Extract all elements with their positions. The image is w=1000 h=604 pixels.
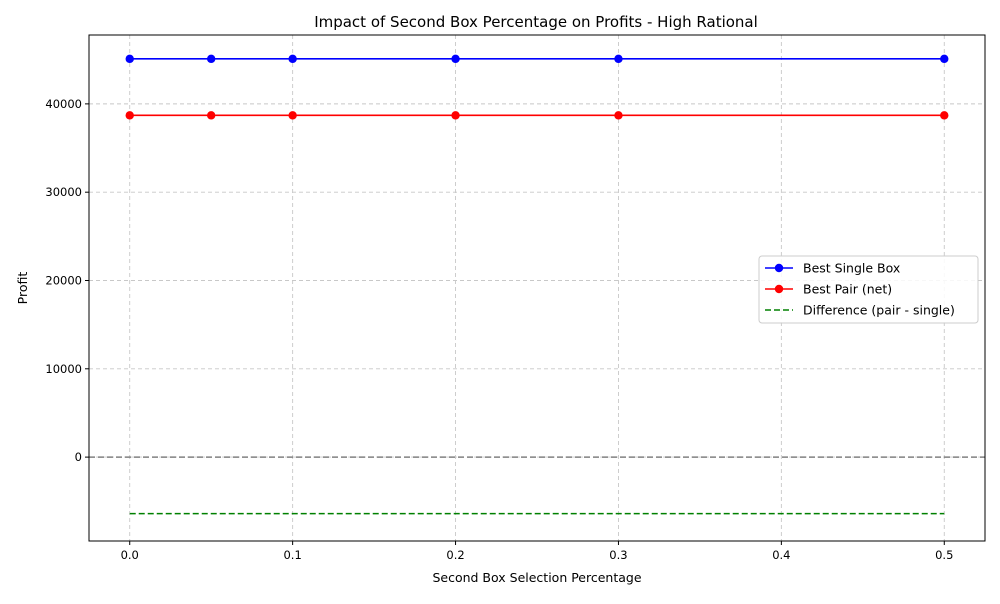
data-point [288, 54, 297, 64]
x-tick-label: 0.1 [283, 548, 301, 562]
legend-swatch-marker [774, 263, 784, 273]
y-tick-label: 40000 [45, 97, 82, 111]
data-point [125, 111, 134, 120]
legend-swatch-marker [774, 284, 784, 294]
y-tick-label: 10000 [45, 362, 82, 376]
data-point [940, 54, 949, 64]
series-1 [125, 54, 949, 64]
legend-box [758, 255, 979, 324]
data-point [125, 54, 134, 64]
x-axis: 0.0 0.1 0.2 0.3 0.4 0.5 [121, 541, 953, 562]
plot-area-frame [88, 34, 986, 542]
legend-item: Best Pair (net) [765, 282, 892, 297]
y-tick-label: 0 [75, 450, 82, 464]
legend-label: Difference (pair - single) [803, 303, 955, 318]
data-point [940, 111, 949, 120]
y-axis-label: Profit [15, 272, 30, 305]
x-tick-label: 0.2 [446, 548, 464, 562]
y-axis: 0 10000 20000 30000 40000 [45, 97, 89, 464]
legend-item: Difference (pair - single) [765, 303, 955, 318]
x-tick-label: 0.3 [609, 548, 627, 562]
x-tick-label: 0.5 [935, 548, 953, 562]
legend-item: Best Single Box [765, 261, 900, 276]
legend-label: Best Single Box [803, 261, 900, 276]
data-point [614, 54, 623, 64]
data-point [288, 111, 297, 120]
x-axis-label: Second Box Selection Percentage [432, 570, 641, 585]
data-point [206, 111, 216, 120]
legend: Best Single Box Best Pair (net) Difference… [758, 255, 979, 324]
legend-label: Best Pair (net) [803, 282, 892, 297]
x-tick-label: 0.4 [772, 548, 790, 562]
y-tick-label: 20000 [45, 273, 82, 287]
data-point [614, 111, 623, 120]
x-tick-label: 0.0 [121, 548, 139, 562]
data-point [451, 111, 460, 120]
data-point [206, 54, 216, 64]
chart-title: Impact of Second Box Percentage on Profi… [314, 13, 758, 31]
series-layer [125, 54, 949, 515]
data-point [451, 54, 460, 64]
series-2 [125, 111, 949, 120]
y-tick-label: 30000 [45, 185, 82, 199]
